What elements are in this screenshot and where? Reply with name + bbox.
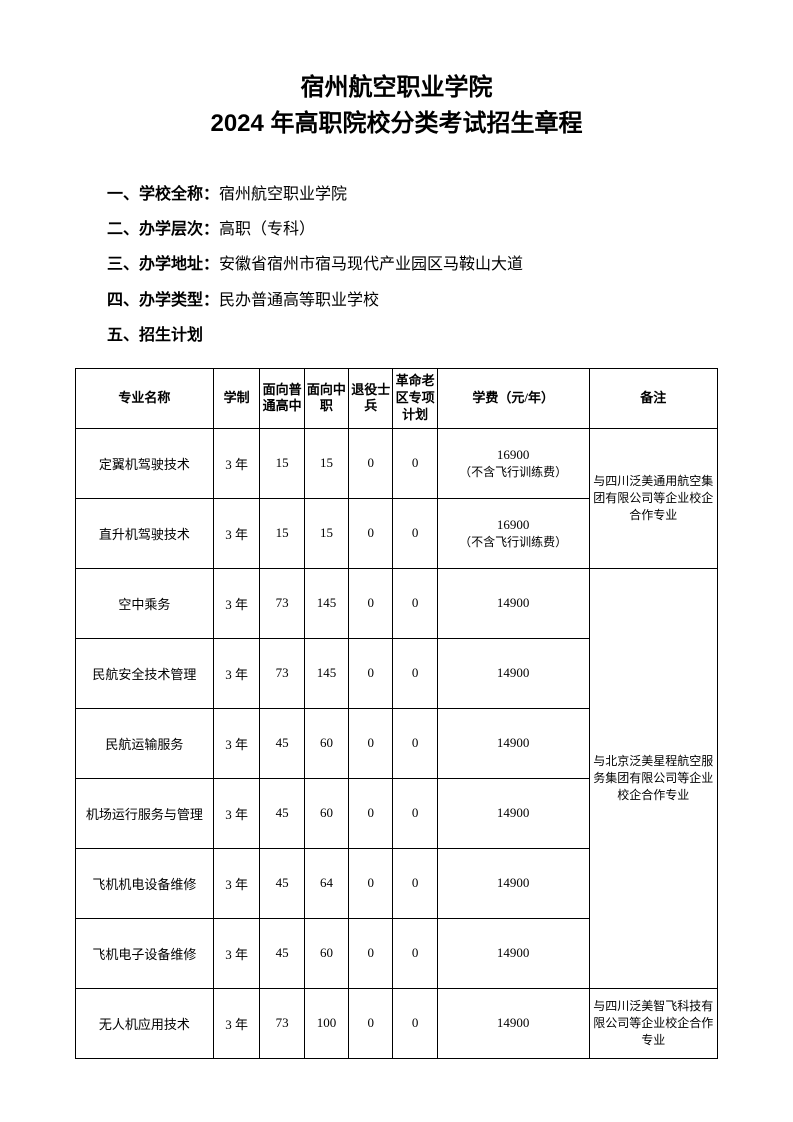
cell-major-name: 民航运输服务 [76, 708, 214, 778]
cell-vocational: 60 [304, 778, 348, 848]
cell-major-name: 直升机驾驶技术 [76, 498, 214, 568]
header-highschool: 面向普通高中 [260, 368, 304, 428]
cell-revolution: 0 [393, 778, 437, 848]
cell-duration: 3 年 [213, 918, 260, 988]
cell-revolution: 0 [393, 708, 437, 778]
cell-duration: 3 年 [213, 428, 260, 498]
cell-highschool: 45 [260, 918, 304, 988]
cell-revolution: 0 [393, 498, 437, 568]
cell-major-name: 飞机机电设备维修 [76, 848, 214, 918]
cell-tuition: 16900（不含飞行训练费） [437, 428, 589, 498]
cell-veteran: 0 [349, 428, 393, 498]
cell-revolution: 0 [393, 428, 437, 498]
info-label: 三、办学地址： [107, 256, 219, 273]
header-duration: 学制 [213, 368, 260, 428]
info-value: 高职（专科） [219, 221, 315, 238]
cell-vocational: 60 [304, 918, 348, 988]
cell-tuition: 14900 [437, 638, 589, 708]
cell-vocational: 145 [304, 568, 348, 638]
cell-major-name: 民航安全技术管理 [76, 638, 214, 708]
cell-tuition: 14900 [437, 988, 589, 1058]
header-vocational: 面向中职 [304, 368, 348, 428]
cell-veteran: 0 [349, 498, 393, 568]
table-row: 空中乘务3 年731450014900与北京泛美星程航空服务集团有限公司等企业校… [76, 568, 718, 638]
cell-veteran: 0 [349, 918, 393, 988]
cell-duration: 3 年 [213, 848, 260, 918]
cell-major-name: 定翼机驾驶技术 [76, 428, 214, 498]
cell-vocational: 100 [304, 988, 348, 1058]
cell-vocational: 15 [304, 498, 348, 568]
cell-vocational: 64 [304, 848, 348, 918]
cell-duration: 3 年 [213, 568, 260, 638]
cell-revolution: 0 [393, 988, 437, 1058]
cell-vocational: 15 [304, 428, 348, 498]
cell-tuition: 14900 [437, 708, 589, 778]
cell-duration: 3 年 [213, 498, 260, 568]
title-line-1: 宿州航空职业学院 [75, 70, 718, 106]
cell-highschool: 45 [260, 778, 304, 848]
header-tuition: 学费（元/年） [437, 368, 589, 428]
cell-veteran: 0 [349, 848, 393, 918]
cell-tuition: 14900 [437, 918, 589, 988]
header-remark: 备注 [589, 368, 717, 428]
cell-major-name: 机场运行服务与管理 [76, 778, 214, 848]
cell-duration: 3 年 [213, 708, 260, 778]
cell-highschool: 73 [260, 638, 304, 708]
info-item: 二、办学层次：高职（专科） [75, 212, 718, 247]
cell-duration: 3 年 [213, 778, 260, 848]
header-major-name: 专业名称 [76, 368, 214, 428]
table-row: 定翼机驾驶技术3 年15150016900（不含飞行训练费）与四川泛美通用航空集… [76, 428, 718, 498]
info-label: 一、学校全称： [107, 186, 219, 203]
cell-veteran: 0 [349, 568, 393, 638]
info-item: 三、办学地址：安徽省宿州市宿马现代产业园区马鞍山大道 [75, 247, 718, 282]
cell-revolution: 0 [393, 568, 437, 638]
cell-highschool: 15 [260, 498, 304, 568]
cell-remark: 与北京泛美星程航空服务集团有限公司等企业校企合作专业 [589, 568, 717, 988]
cell-remark: 与四川泛美智飞科技有限公司等企业校企合作专业 [589, 988, 717, 1058]
cell-veteran: 0 [349, 988, 393, 1058]
enrollment-table: 专业名称 学制 面向普通高中 面向中职 退役士兵 革命老区专项计划 学费（元/年… [75, 368, 718, 1059]
cell-major-name: 飞机电子设备维修 [76, 918, 214, 988]
cell-tuition: 14900 [437, 568, 589, 638]
info-value: 宿州航空职业学院 [219, 186, 347, 203]
cell-highschool: 73 [260, 988, 304, 1058]
cell-highschool: 15 [260, 428, 304, 498]
info-label: 五、招生计划 [107, 327, 203, 344]
cell-veteran: 0 [349, 778, 393, 848]
info-value: 安徽省宿州市宿马现代产业园区马鞍山大道 [219, 256, 523, 273]
document-title: 宿州航空职业学院 2024 年高职院校分类考试招生章程 [75, 70, 718, 142]
cell-veteran: 0 [349, 638, 393, 708]
cell-highschool: 45 [260, 708, 304, 778]
title-line-2: 2024 年高职院校分类考试招生章程 [75, 106, 718, 142]
cell-revolution: 0 [393, 638, 437, 708]
info-label: 四、办学类型： [107, 292, 219, 309]
cell-vocational: 145 [304, 638, 348, 708]
cell-duration: 3 年 [213, 638, 260, 708]
cell-major-name: 空中乘务 [76, 568, 214, 638]
table-row: 无人机应用技术3 年731000014900与四川泛美智飞科技有限公司等企业校企… [76, 988, 718, 1058]
header-revolution: 革命老区专项计划 [393, 368, 437, 428]
info-list: 一、学校全称：宿州航空职业学院 二、办学层次：高职（专科） 三、办学地址：安徽省… [75, 177, 718, 353]
cell-veteran: 0 [349, 708, 393, 778]
cell-remark: 与四川泛美通用航空集团有限公司等企业校企合作专业 [589, 428, 717, 568]
cell-tuition: 16900（不含飞行训练费） [437, 498, 589, 568]
info-item: 一、学校全称：宿州航空职业学院 [75, 177, 718, 212]
cell-revolution: 0 [393, 848, 437, 918]
cell-vocational: 60 [304, 708, 348, 778]
header-veteran: 退役士兵 [349, 368, 393, 428]
cell-revolution: 0 [393, 918, 437, 988]
cell-highschool: 45 [260, 848, 304, 918]
table-header-row: 专业名称 学制 面向普通高中 面向中职 退役士兵 革命老区专项计划 学费（元/年… [76, 368, 718, 428]
cell-major-name: 无人机应用技术 [76, 988, 214, 1058]
info-value: 民办普通高等职业学校 [219, 292, 379, 309]
info-item: 五、招生计划 [75, 318, 718, 353]
cell-tuition: 14900 [437, 848, 589, 918]
cell-highschool: 73 [260, 568, 304, 638]
info-item: 四、办学类型：民办普通高等职业学校 [75, 283, 718, 318]
info-label: 二、办学层次： [107, 221, 219, 238]
cell-tuition: 14900 [437, 778, 589, 848]
cell-duration: 3 年 [213, 988, 260, 1058]
